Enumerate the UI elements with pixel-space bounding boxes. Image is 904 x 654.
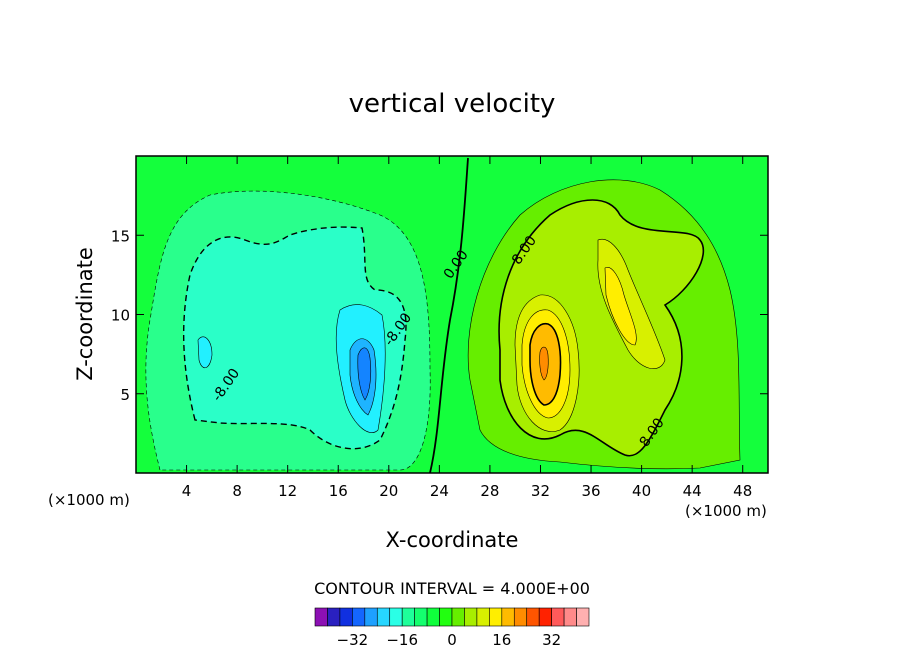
chart-title: vertical velocity xyxy=(349,89,556,119)
contour-fill-minus20 xyxy=(357,347,372,401)
colorbar-swatch xyxy=(551,607,565,627)
y-tick-label: 10 xyxy=(111,307,130,325)
colorbar-tick-label: 32 xyxy=(542,631,561,649)
y-axis: 5 10 15 xyxy=(111,227,768,404)
x-axis-label: X-coordinate xyxy=(386,528,519,552)
x-tick-label: 20 xyxy=(379,482,398,500)
colorbar-tick-labels: −32 −16 0 16 32 xyxy=(337,631,562,649)
zero-contour-line xyxy=(429,157,469,473)
colorbar-swatch xyxy=(576,607,590,627)
x-tick-label: 44 xyxy=(683,482,702,500)
colorbar-swatch xyxy=(364,607,378,627)
colorbar-swatch xyxy=(352,607,366,627)
x-unit-right: (×1000 m) xyxy=(685,502,767,520)
colorbar-swatch xyxy=(464,607,478,627)
colorbar-swatch xyxy=(339,607,353,627)
x-tick-label: 8 xyxy=(232,482,242,500)
x-tick-label: 28 xyxy=(480,482,499,500)
y-axis-label: Z-coordinate xyxy=(73,247,97,381)
x-unit-left: (×1000 m) xyxy=(48,491,130,509)
plot-area xyxy=(136,156,768,473)
contour-fill-plus24 xyxy=(539,346,549,381)
colorbar-swatch xyxy=(538,607,552,627)
colorbar-swatch xyxy=(314,607,328,627)
colorbar-swatch xyxy=(389,607,403,627)
contour-fill-plus12b xyxy=(597,238,666,369)
x-tick-label: 16 xyxy=(329,482,348,500)
x-tick-label: 36 xyxy=(581,482,600,500)
y-tick-label: 5 xyxy=(120,386,130,404)
colorbar-tick-label: −16 xyxy=(386,631,418,649)
contour-interval-text: CONTOUR INTERVAL = 4.000E+00 xyxy=(314,579,590,598)
x-tick-label: 32 xyxy=(531,482,550,500)
colorbar-swatch xyxy=(501,607,515,627)
y-tick-label: 15 xyxy=(111,227,130,245)
x-tick-label: 4 xyxy=(182,482,192,500)
colorbar-swatch xyxy=(563,607,577,627)
colorbar-swatch xyxy=(414,607,428,627)
colorbar-swatch xyxy=(376,607,391,627)
x-tick-label: 48 xyxy=(733,482,752,500)
colorbar-swatch xyxy=(476,607,490,627)
colorbar-tick-label: 0 xyxy=(447,631,457,649)
colorbar-swatch xyxy=(451,607,465,627)
x-tick-label: 12 xyxy=(278,482,297,500)
colorbar-swatch xyxy=(526,607,540,627)
colorbar-swatch xyxy=(327,607,341,627)
colorbar-tick-label: 16 xyxy=(492,631,511,649)
x-tick-label: 40 xyxy=(632,482,651,500)
colorbar-swatch xyxy=(426,607,440,627)
colorbar-swatch xyxy=(439,607,453,627)
colorbar-swatch xyxy=(513,607,528,627)
colorbar xyxy=(314,607,590,627)
colorbar-tick-label: −32 xyxy=(337,631,369,649)
colorbar-swatch xyxy=(401,607,415,627)
contour-fill-small-left xyxy=(197,336,213,368)
x-tick-label: 24 xyxy=(430,482,449,500)
contour-fill-plus16b xyxy=(604,267,637,346)
x-axis: 4 8 12 16 20 24 28 32 36 40 44 48 xyxy=(182,156,752,500)
colorbar-swatch xyxy=(489,607,503,627)
